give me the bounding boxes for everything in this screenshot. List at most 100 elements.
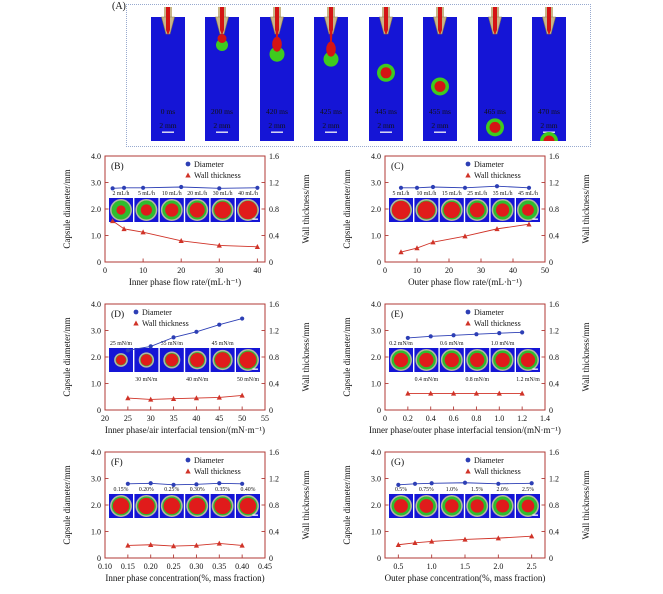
right-tick-label: 0.4 (269, 527, 279, 536)
right-tick-label: 0.4 (269, 231, 279, 240)
x-tick-label: 0.15 (121, 562, 135, 571)
inset-label: 45 mN/m (212, 341, 235, 347)
y-axis-label-right: Wall thickness/mm (581, 470, 591, 539)
wall-point (495, 535, 501, 541)
capsule-core (138, 497, 155, 515)
needle-icon (329, 7, 334, 35)
right-tick-label: 0.4 (549, 231, 559, 240)
legend-diameter-marker (465, 309, 471, 315)
wall-point (428, 390, 434, 396)
capsule-core (214, 497, 231, 515)
capsule-core (214, 201, 231, 219)
capsule-core (419, 352, 434, 368)
right-tick-label: 0.8 (269, 353, 279, 362)
capsule-core (520, 352, 536, 368)
wall-line (398, 535, 532, 546)
diameter-point (240, 481, 245, 486)
capsule-core (470, 499, 484, 513)
diameter-point (240, 316, 245, 321)
capsule-core (521, 499, 535, 513)
right-tick-label: 1.2 (269, 178, 279, 187)
inset-scale-bar (252, 218, 258, 220)
diameter-line (127, 318, 243, 351)
diameter-point (121, 185, 127, 190)
wall-point (148, 396, 154, 402)
wall-point (414, 245, 420, 251)
droplet-core (272, 36, 282, 52)
capsule-core (391, 200, 411, 220)
legend-wall-marker (185, 172, 191, 178)
wall-point (193, 542, 200, 548)
scale-bar (162, 131, 174, 133)
capsule-core (443, 201, 460, 219)
legend-wall-label: Wall thickness (194, 171, 241, 180)
left-tick-label: 3.0 (91, 474, 101, 483)
x-tick-label: 1.0 (427, 562, 437, 571)
legend-wall-label: Wall thickness (194, 467, 241, 476)
scale-bar (270, 131, 283, 133)
x-tick-label: 0.45 (258, 562, 272, 571)
chart-panel-F: 0.10 0.15 0.20 0.25 0.30 0.35 0.40 0.45 0 1.0 2.0 3… (38, 444, 338, 592)
scale-bar (325, 131, 338, 133)
timelapse-frame: 420 ms 2 mm (259, 7, 294, 141)
diameter-point (462, 480, 468, 485)
inset-label: 25 mL/h (467, 191, 487, 197)
diameter-line (407, 331, 523, 339)
inset-scale-bar (532, 368, 538, 370)
right-tick-label: 0 (549, 258, 553, 267)
diameter-point (526, 185, 532, 190)
needle-icon (166, 7, 170, 35)
inset-label: 5 mL/h (138, 191, 155, 197)
droplet-shell (269, 46, 285, 62)
capsule-core (140, 354, 153, 366)
x-tick-label: 0.4 (426, 414, 436, 423)
diameter-point (462, 185, 468, 190)
panel-letter: (B) (111, 161, 124, 172)
diameter-point (179, 184, 184, 190)
inset-label: 0.6 mN/m (440, 341, 464, 347)
legend-diameter-label: Diameter (474, 160, 504, 169)
x-tick-label: 1.0 (494, 414, 504, 423)
wall-point (216, 394, 222, 400)
chart-panel-E: 0 0.2 0.4 0.6 0.8 1.0 1.2 1.4 0 1.0 2.0 3.0 4.0 0 0.4 0… (318, 296, 618, 444)
diameter-point (217, 481, 222, 486)
capsule-core (112, 497, 130, 515)
left-tick-label: 1.0 (91, 527, 101, 536)
diameter-point (396, 482, 401, 487)
capsule-core (190, 352, 205, 368)
inset-label: 0.25% (164, 487, 179, 493)
scale-bar (379, 131, 392, 133)
legend-wall-marker (465, 320, 471, 326)
x-tick-label: 0.25 (167, 562, 181, 571)
inset-label: 30 mN/m (135, 377, 158, 383)
right-tick-label: 0 (549, 406, 553, 415)
x-tick-label: 0.6 (449, 414, 459, 423)
chart-G: 0.5 1.0 1.5 2.0 2.5 0 1.0 2.0 3.0 4.0 0 0.4 0.8 1.2 1.… (342, 448, 591, 583)
left-tick-label: 4.0 (91, 448, 101, 457)
y-axis-label-right: Wall thickness/mm (581, 322, 591, 391)
wall-point (193, 395, 200, 401)
diameter-point (398, 185, 404, 190)
droplet-core (489, 121, 501, 133)
legend-wall-marker (465, 172, 471, 178)
right-tick-label: 0.4 (549, 379, 559, 388)
x-tick-label: 25 (124, 414, 132, 423)
inset-label: 0.75% (419, 487, 434, 493)
wall-point (496, 390, 502, 396)
legend-diameter-marker (185, 457, 191, 463)
inset-label: 1.0% (446, 487, 458, 493)
left-tick-label: 3.0 (371, 474, 381, 483)
timelapse-frame: 0 ms 2 mm (151, 7, 185, 141)
wall-point (398, 249, 404, 255)
left-tick-label: 1.0 (91, 231, 101, 240)
y-axis-label-left: Capsule diameter/mm (62, 317, 72, 396)
legend-wall-label: Wall thickness (474, 467, 521, 476)
capsule-core (495, 203, 510, 217)
wall-point (429, 538, 435, 544)
left-tick-label: 3.0 (371, 326, 381, 335)
wall-point (462, 233, 468, 239)
frame-scale-label: 2 mm (431, 121, 448, 130)
capsule-core (470, 352, 485, 368)
capsule-core (522, 204, 534, 216)
diameter-line (127, 482, 243, 486)
